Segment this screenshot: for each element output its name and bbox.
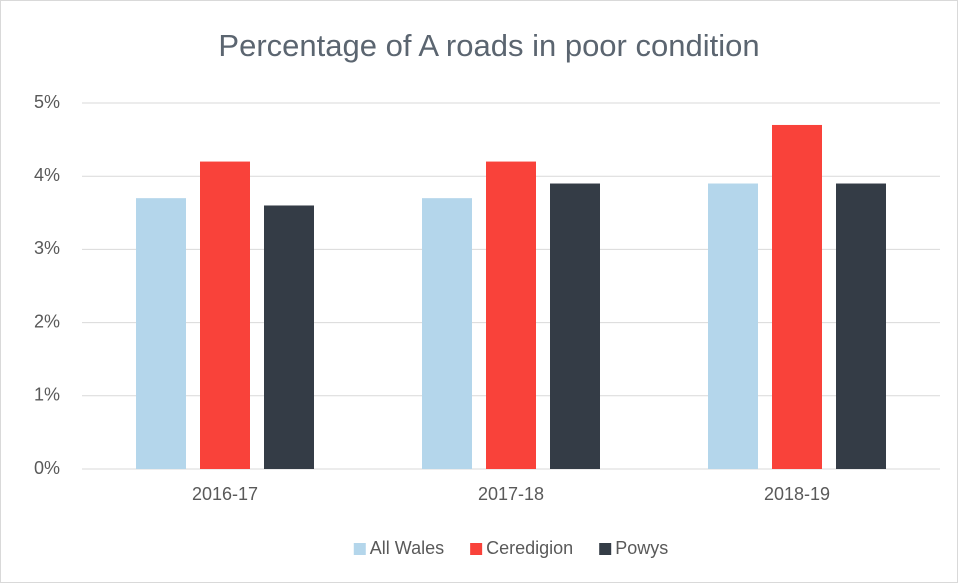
x-tick-label: 2018-19: [764, 484, 830, 504]
bar: [708, 183, 758, 469]
x-tick-label: 2016-17: [192, 484, 258, 504]
legend-label: All Wales: [370, 538, 444, 558]
bar: [486, 161, 536, 469]
bar: [200, 161, 250, 469]
legend-label: Ceredigion: [486, 538, 573, 558]
bar: [136, 198, 186, 469]
y-tick-label: 0%: [34, 458, 60, 478]
y-tick-label: 3%: [34, 238, 60, 258]
legend-swatch: [353, 543, 366, 555]
chart-title: Percentage of A roads in poor condition: [218, 28, 759, 63]
bar: [264, 205, 314, 470]
y-tick-label: 5%: [34, 92, 60, 112]
bar: [422, 198, 472, 469]
legend-label: Powys: [615, 538, 668, 558]
bar: [772, 124, 822, 470]
bar: [550, 183, 600, 469]
legend-swatch: [470, 543, 483, 555]
bar: [836, 183, 886, 469]
legend-swatch: [599, 543, 612, 555]
y-tick-label: 4%: [34, 165, 60, 185]
y-tick-label: 2%: [34, 311, 60, 331]
y-tick-label: 1%: [34, 385, 60, 405]
x-tick-label: 2017-18: [478, 484, 544, 504]
